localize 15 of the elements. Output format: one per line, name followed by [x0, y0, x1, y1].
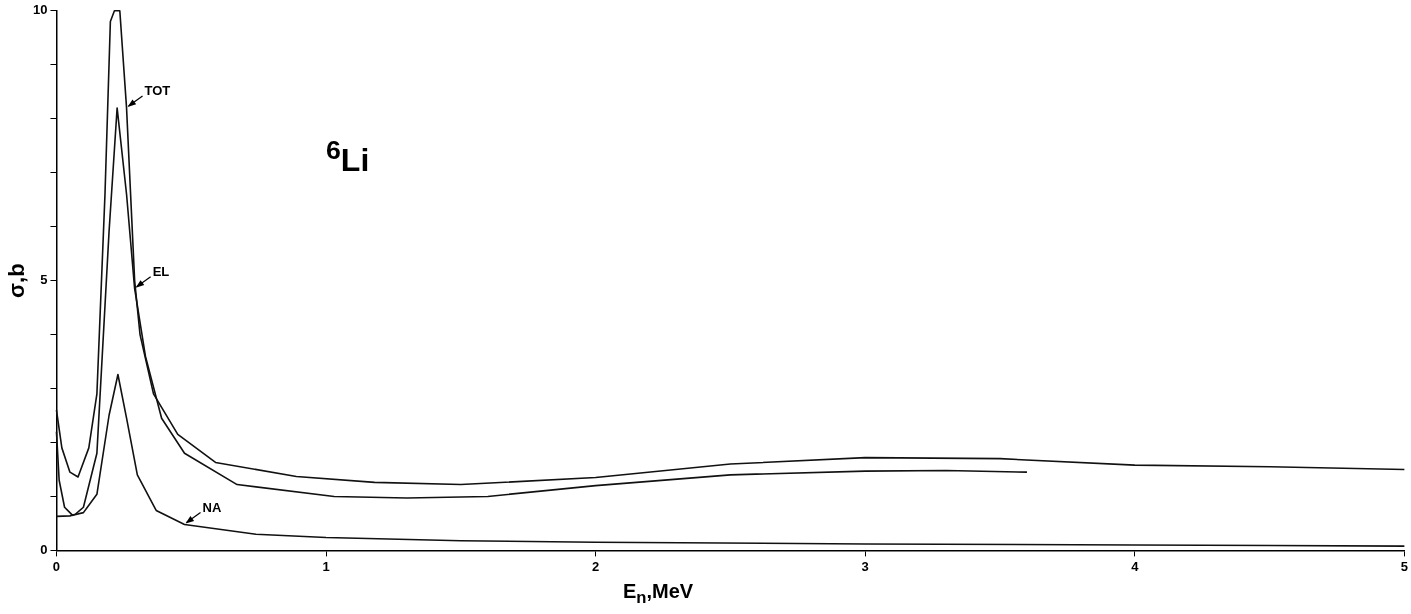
- annotation: EL: [152, 263, 170, 279]
- y-tick-label: 10: [32, 2, 48, 18]
- annotation: TOT: [144, 83, 171, 99]
- y-tick-label: 0: [40, 541, 48, 557]
- x-tick-label: 3: [861, 558, 869, 574]
- x-tick-label: 2: [592, 558, 600, 574]
- y-axis-title: σ,b: [4, 263, 30, 299]
- annotation: $^{6}$Li: [326, 134, 370, 179]
- x-tick-label: 0: [52, 558, 61, 574]
- x-axis-title: E$_{n}$,MeV: [622, 580, 694, 608]
- annotation: NA: [202, 499, 222, 515]
- x-tick-label: 1: [322, 558, 330, 574]
- y-tick-label: 5: [40, 272, 48, 288]
- x-tick-label: 4: [1131, 558, 1140, 574]
- x-tick-label: 5: [1400, 558, 1408, 574]
